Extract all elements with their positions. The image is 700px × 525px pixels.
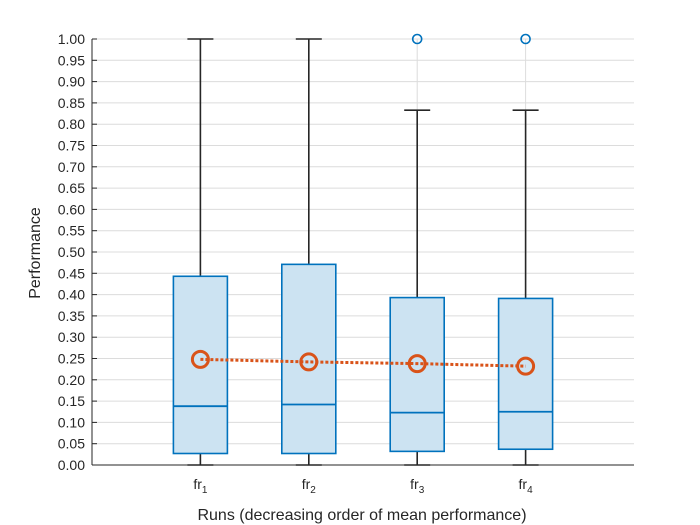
y-tick-label: 0.35 [58,308,85,324]
y-tick-label: 0.30 [58,329,85,345]
mean-marker [407,354,427,374]
y-tick-label: 0.05 [58,436,85,452]
mean-marker [516,356,536,376]
x-tick-label: fr4 [519,476,534,496]
y-tick-label: 0.85 [58,95,85,111]
y-tick-label: 0.80 [58,116,85,132]
y-tick-label: 0.90 [58,74,85,90]
y-tick-label: 0.55 [58,223,85,239]
mean-marker [190,349,210,369]
outlier-point [520,33,531,45]
y-tick-label: 0.25 [58,351,85,367]
mean-marker [299,352,319,372]
y-tick-label: 0.65 [58,180,85,196]
y-tick-label: 1.00 [58,31,85,47]
x-tick-label: fr2 [302,476,317,496]
x-tick-label: fr3 [410,476,425,496]
y-tick-label: 0.75 [58,138,85,154]
y-tick-label: 0.10 [58,414,85,430]
y-tick-label: 0.45 [58,265,85,281]
box-iqr [389,296,446,453]
box-plot-series [172,33,554,466]
box-iqr [172,275,229,455]
x-tick-label: fr1 [193,476,208,496]
y-tick-label: 0.50 [58,244,85,260]
box-iqr [280,263,337,455]
box-group [172,38,229,466]
mean-trend-line [200,357,526,368]
y-tick-label: 0.15 [58,393,85,409]
outlier-point [411,33,423,45]
y-tick-label: 0.00 [58,457,85,473]
mean-series [190,349,536,376]
y-tick-label: 0.60 [58,201,85,217]
y-tick-label: 0.20 [58,372,85,388]
y-axis-label: Performance [27,207,44,299]
y-tick-label: 0.70 [58,159,85,175]
y-tick-label: 0.40 [58,287,85,303]
axes: 0.00 0.05 0.10 0.15 0.20 0.25 0.30 0.35 0.40 0.45… [58,31,634,496]
y-tick-label: 0.95 [58,52,85,68]
x-axis-label: Runs (decreasing order of mean performan… [197,507,526,524]
